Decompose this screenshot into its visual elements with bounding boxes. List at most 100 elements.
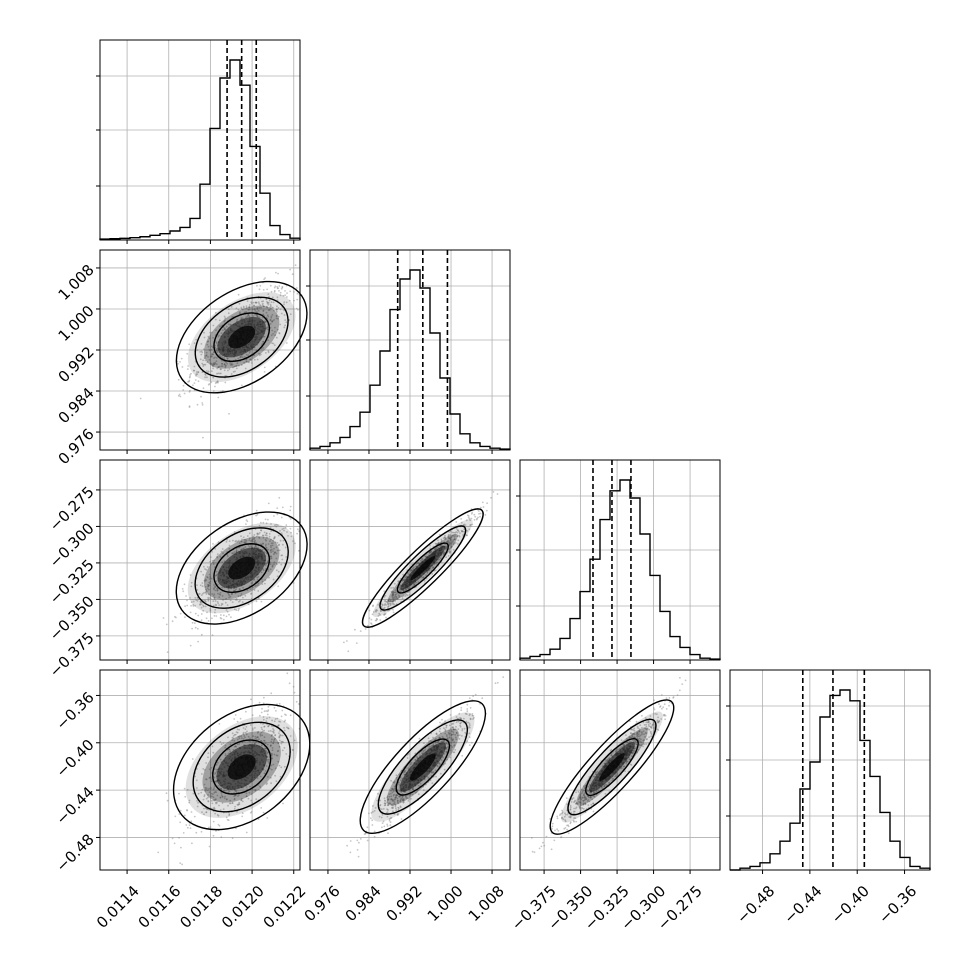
sample-point — [252, 735, 255, 738]
sample-point — [457, 728, 460, 730]
sample-point — [209, 580, 212, 583]
sample-point — [260, 807, 263, 809]
sample-point — [208, 582, 211, 585]
sample-point — [383, 610, 386, 613]
sample-point — [213, 791, 216, 794]
sample-point — [258, 354, 261, 357]
sample-point — [399, 585, 401, 588]
sample-point — [211, 355, 213, 358]
sample-point — [397, 806, 400, 809]
sample-point — [205, 762, 208, 764]
sample-point — [416, 757, 419, 759]
sample-point — [214, 603, 217, 606]
sample-point — [265, 311, 268, 314]
sample-point — [274, 551, 276, 554]
sample-point — [477, 516, 479, 519]
sample-point — [277, 742, 280, 744]
sample-point — [214, 362, 216, 365]
sample-point — [194, 597, 197, 599]
sample-point — [209, 577, 212, 579]
sample-point — [394, 798, 397, 801]
sample-point — [232, 539, 234, 542]
sample-point — [209, 776, 212, 779]
sample-point — [271, 749, 274, 752]
sample-point — [292, 582, 295, 584]
sample-point — [266, 328, 269, 331]
sample-point — [630, 732, 632, 735]
sample-point — [197, 614, 200, 617]
sample-point — [435, 543, 438, 545]
sample-point — [199, 584, 202, 587]
sample-point — [207, 335, 210, 338]
sample-point — [235, 789, 238, 792]
sample-point — [230, 616, 232, 619]
sample-point — [436, 741, 439, 743]
sample-point — [392, 608, 394, 611]
sample-point — [259, 733, 262, 736]
sample-point — [215, 574, 218, 576]
sample-point — [261, 580, 264, 583]
sample-point — [432, 566, 435, 569]
sample-point — [417, 793, 420, 796]
sample-point — [188, 801, 191, 804]
sample-point — [240, 797, 243, 800]
sample-point — [453, 542, 455, 544]
sample-point — [220, 550, 223, 553]
sample-point — [283, 314, 286, 316]
sample-point — [641, 733, 643, 736]
sample-point — [271, 719, 273, 722]
sample-point — [476, 517, 478, 520]
sample-point — [248, 532, 251, 535]
sample-point — [267, 339, 269, 342]
sample-point — [383, 825, 386, 828]
sample-point — [215, 802, 218, 805]
sample-point — [201, 582, 204, 584]
sample-point — [376, 799, 379, 802]
sample-point — [410, 763, 412, 766]
density-contour — [396, 542, 449, 594]
sample-point — [203, 336, 206, 339]
sample-point — [220, 604, 223, 607]
sample-point — [248, 791, 251, 794]
sample-point — [268, 533, 271, 535]
sample-point — [240, 735, 243, 738]
sample-point — [223, 315, 226, 318]
sample-point — [276, 513, 279, 516]
sample-point — [468, 723, 471, 725]
sample-point — [276, 308, 278, 311]
sample-point — [623, 765, 625, 767]
histogram-panel-1 — [96, 39, 301, 244]
sample-point — [274, 774, 276, 777]
sample-point — [266, 314, 269, 317]
sample-point — [245, 523, 247, 525]
sample-point — [406, 757, 409, 759]
sample-point — [219, 325, 221, 328]
sample-point — [274, 524, 276, 527]
sample-point — [278, 732, 280, 734]
sample-point — [196, 805, 199, 808]
sample-point — [384, 612, 387, 615]
sample-point — [227, 593, 230, 596]
sample-point — [263, 725, 266, 728]
sample-point — [230, 593, 233, 595]
sample-point — [261, 304, 264, 306]
sample-point — [407, 800, 410, 802]
sample-point — [289, 735, 292, 737]
sample-point — [455, 716, 458, 718]
sample-point — [241, 538, 243, 541]
sample-point — [250, 582, 253, 585]
sample-point — [411, 569, 414, 572]
sample-point — [264, 538, 267, 541]
sample-point — [279, 539, 282, 542]
sample-point — [388, 818, 391, 820]
sample-point — [254, 789, 257, 791]
sample-point — [584, 811, 587, 814]
sample-point — [444, 732, 447, 735]
sample-point — [588, 783, 591, 786]
sample-point — [269, 557, 272, 560]
sample-point — [215, 349, 218, 351]
sample-point — [256, 315, 259, 318]
sample-point — [391, 791, 394, 794]
sample-point — [213, 597, 216, 600]
